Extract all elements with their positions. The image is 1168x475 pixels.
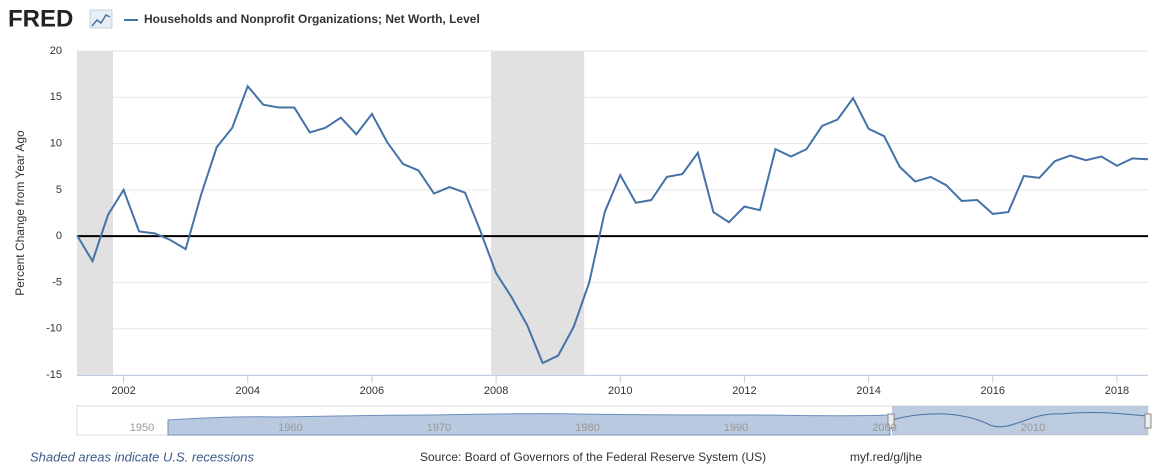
- navigator-label: 2010: [1021, 422, 1045, 434]
- x-tick-label: 2010: [608, 385, 632, 397]
- y-tick-label: 20: [50, 45, 62, 57]
- y-tick-label: -10: [46, 323, 62, 335]
- recession-note: Shaded areas indicate U.S. recessions: [30, 449, 255, 464]
- navigator: [76, 405, 1152, 436]
- legend-label: Households and Nonprofit Organizations; …: [144, 12, 480, 26]
- y-tick-label: 10: [50, 137, 62, 149]
- x-tick-label: 2016: [981, 385, 1005, 397]
- x-tick-label: 2018: [1105, 385, 1129, 397]
- y-tick-label: 15: [50, 91, 62, 103]
- link[interactable]: myf.red/g/ljhe: [850, 450, 922, 464]
- x-tick-label: 2004: [235, 385, 259, 397]
- x-tick-label: 2014: [856, 385, 880, 397]
- navigator-label: 1970: [427, 422, 451, 434]
- y-tick-label: 5: [56, 184, 62, 196]
- logo: FRED: [8, 5, 73, 32]
- y-tick-label: -5: [52, 276, 62, 288]
- navigator-label: 2000: [872, 422, 896, 434]
- navigator-labels: 1950 1960 1970 1980 1990 2000 2010: [130, 422, 1045, 434]
- navigator-label: 1980: [575, 422, 599, 434]
- navigator-label: 1990: [724, 422, 748, 434]
- y-tick-label: -15: [46, 369, 62, 381]
- navigator-label: 1950: [130, 422, 154, 434]
- logo-icon: [89, 9, 113, 29]
- x-tick-label: 2008: [484, 385, 508, 397]
- y-tick-label: 0: [56, 230, 62, 242]
- data-line: [76, 84, 1149, 365]
- x-tick-label: 2006: [360, 385, 384, 397]
- navigator-label: 1960: [278, 422, 302, 434]
- y-axis-label: Percent Change from Year Ago: [13, 130, 27, 296]
- x-tick-label: 2002: [111, 385, 135, 397]
- recession-shade: [77, 51, 114, 375]
- plot: -15 -10 -5 0 5 10 15 20 2002 2004 2006 2008 2010 2012…: [46, 45, 1149, 397]
- source: Source: Board of Governors of the Federa…: [420, 450, 766, 464]
- x-tick-label: 2012: [732, 385, 756, 397]
- recession-shade: [491, 51, 585, 375]
